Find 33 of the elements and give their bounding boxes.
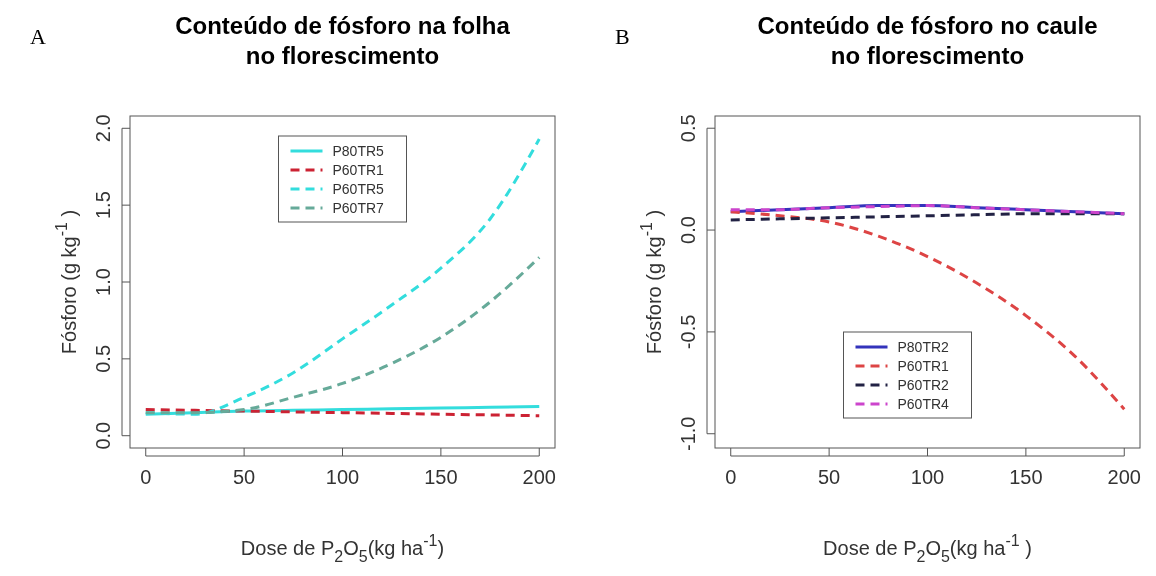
y-tick-label: 2.0 (92, 114, 114, 143)
x-tick-label: 0 (140, 466, 152, 488)
x-axis-title: Dose de P$_{2}$O$_{5}$(kg ha$^{-1}$) (240, 532, 445, 565)
y-tick-label: 1.0 (92, 268, 114, 296)
legend-label: P60TR1 (332, 162, 385, 178)
x-tick-label: 50 (233, 466, 256, 488)
y-tick-label: -0.5 (677, 314, 699, 350)
x-tick-label: 50 (818, 466, 841, 488)
x-tick-label: 150 (424, 466, 458, 488)
y-tick-label: 0.0 (677, 216, 699, 244)
text: A (30, 24, 46, 49)
legend-label: P60TR4 (897, 396, 950, 412)
x-tick-label: 150 (1009, 466, 1043, 488)
x-tick-label: 100 (910, 466, 945, 488)
x-axis-title: Dose de P$_{2}$O$_{5}$(kg ha$^{-1}$ ) (823, 532, 1032, 565)
legend-label: P60TR5 (332, 181, 385, 197)
y-tick-label: 1.5 (92, 191, 114, 220)
legend-label: P80TR2 (897, 339, 950, 355)
y-tick-label: 0.5 (677, 114, 699, 143)
y-tick-label: -1.0 (677, 416, 699, 451)
text: B (615, 24, 630, 49)
x-tick-label: 0 (725, 466, 737, 488)
y-tick-label: 0.5 (92, 344, 114, 373)
legend-label: P60TR7 (332, 200, 385, 216)
legend-label: P80TR5 (332, 143, 385, 159)
y-tick-label: 0.0 (92, 421, 114, 450)
chart-title: Conteúdo de fósforo no caule no florescimento (757, 12, 1098, 69)
x-tick-label: 200 (1107, 466, 1141, 488)
legend-label: P60TR2 (897, 377, 950, 393)
x-tick-label: 200 (522, 466, 556, 488)
chart-title: Conteúdo de fósforo na folha no florescimento (175, 12, 511, 69)
legend-label: P60TR1 (897, 358, 950, 374)
x-tick-label: 100 (325, 466, 360, 488)
